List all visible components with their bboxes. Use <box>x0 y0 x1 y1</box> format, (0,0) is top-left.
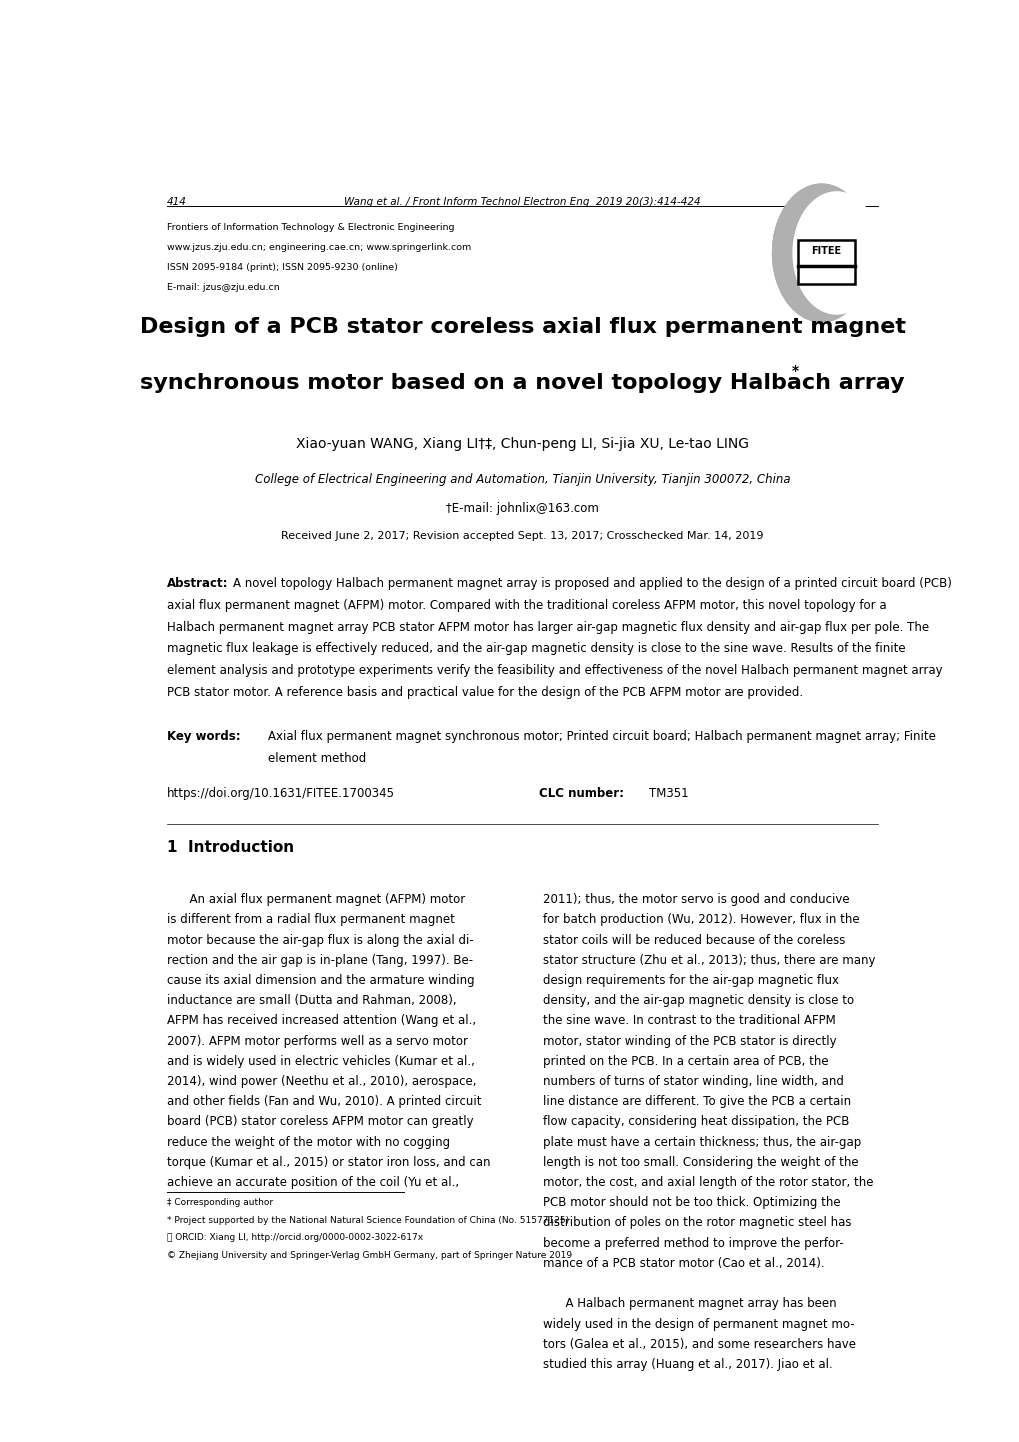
Text: studied this array (Huang et al., 2017). Jiao et al.: studied this array (Huang et al., 2017).… <box>542 1358 832 1371</box>
Text: E-mail: jzus@zju.edu.cn: E-mail: jzus@zju.edu.cn <box>167 283 279 291</box>
Text: element method: element method <box>268 751 366 764</box>
Text: Received June 2, 2017; Revision accepted Sept. 13, 2017; Crosschecked Mar. 14, 2: Received June 2, 2017; Revision accepted… <box>281 531 763 541</box>
Text: printed on the PCB. In a certain area of PCB, the: printed on the PCB. In a certain area of… <box>542 1056 827 1069</box>
FancyBboxPatch shape <box>797 239 854 284</box>
Text: magnetic flux leakage is effectively reduced, and the air-gap magnetic density i: magnetic flux leakage is effectively red… <box>167 643 905 656</box>
Text: density, and the air-gap magnetic density is close to: density, and the air-gap magnetic densit… <box>542 994 853 1007</box>
Text: length is not too small. Considering the weight of the: length is not too small. Considering the… <box>542 1156 857 1169</box>
Text: stator coils will be reduced because of the coreless: stator coils will be reduced because of … <box>542 933 844 946</box>
Circle shape <box>771 185 870 322</box>
Text: for batch production (Wu, 2012). However, flux in the: for batch production (Wu, 2012). However… <box>542 913 858 926</box>
Text: line distance are different. To give the PCB a certain: line distance are different. To give the… <box>542 1096 850 1109</box>
Text: * Project supported by the National Natural Science Foundation of China (No. 515: * Project supported by the National Natu… <box>167 1216 569 1224</box>
Text: element analysis and prototype experiments verify the feasibility and effectiven: element analysis and prototype experimen… <box>167 665 942 678</box>
Text: torque (Kumar et al., 2015) or stator iron loss, and can: torque (Kumar et al., 2015) or stator ir… <box>167 1156 490 1169</box>
Text: become a preferred method to improve the perfor-: become a preferred method to improve the… <box>542 1237 843 1250</box>
Text: PCB stator motor. A reference basis and practical value for the design of the PC: PCB stator motor. A reference basis and … <box>167 686 802 699</box>
Text: motor because the air-gap flux is along the axial di-: motor because the air-gap flux is along … <box>167 933 473 946</box>
Text: board (PCB) stator coreless AFPM motor can greatly: board (PCB) stator coreless AFPM motor c… <box>167 1116 473 1129</box>
Text: †E-mail: johnlix@163.com: †E-mail: johnlix@163.com <box>446 502 598 515</box>
Text: https://doi.org/10.1631/FITEE.1700345: https://doi.org/10.1631/FITEE.1700345 <box>167 786 394 799</box>
Text: ‡ Corresponding author: ‡ Corresponding author <box>167 1198 273 1207</box>
Text: Frontiers of Information Technology & Electronic Engineering: Frontiers of Information Technology & El… <box>167 224 454 232</box>
Text: Ⓒ ORCID: Xiang LI, http://orcid.org/0000-0002-3022-617x: Ⓒ ORCID: Xiang LI, http://orcid.org/0000… <box>167 1233 423 1243</box>
Text: Xiao-yuan WANG, Xiang LI†‡, Chun-peng LI, Si-jia XU, Le-tao LING: Xiao-yuan WANG, Xiang LI†‡, Chun-peng LI… <box>296 437 749 451</box>
Text: Key words:: Key words: <box>167 730 240 743</box>
Text: numbers of turns of stator winding, line width, and: numbers of turns of stator winding, line… <box>542 1076 843 1089</box>
Text: synchronous motor based on a novel topology Halbach array: synchronous motor based on a novel topol… <box>141 373 904 392</box>
Wedge shape <box>771 185 863 322</box>
Text: TM351: TM351 <box>649 786 688 799</box>
Text: cause its axial dimension and the armature winding: cause its axial dimension and the armatu… <box>167 973 474 986</box>
Text: College of Electrical Engineering and Automation, Tianjin University, Tianjin 30: College of Electrical Engineering and Au… <box>255 473 790 486</box>
Text: CLC number:: CLC number: <box>538 786 623 799</box>
Text: widely used in the design of permanent magnet mo-: widely used in the design of permanent m… <box>542 1318 853 1331</box>
Text: the sine wave. In contrast to the traditional AFPM: the sine wave. In contrast to the tradit… <box>542 1014 835 1027</box>
Text: rection and the air gap is in-plane (Tang, 1997). Be-: rection and the air gap is in-plane (Tan… <box>167 953 473 966</box>
Text: An axial flux permanent magnet (AFPM) motor: An axial flux permanent magnet (AFPM) mo… <box>167 893 465 906</box>
Text: FITEE: FITEE <box>810 245 841 255</box>
Text: stator structure (Zhu et al., 2013); thus, there are many: stator structure (Zhu et al., 2013); thu… <box>542 953 874 966</box>
Text: and is widely used in electric vehicles (Kumar et al.,: and is widely used in electric vehicles … <box>167 1056 475 1069</box>
Text: tors (Galea et al., 2015), and some researchers have: tors (Galea et al., 2015), and some rese… <box>542 1338 855 1351</box>
Text: 1  Introduction: 1 Introduction <box>167 839 293 855</box>
Text: Axial flux permanent magnet synchronous motor; Printed circuit board; Halbach pe: Axial flux permanent magnet synchronous … <box>268 730 935 743</box>
Text: *: * <box>791 363 798 378</box>
Text: mance of a PCB stator motor (Cao et al., 2014).: mance of a PCB stator motor (Cao et al.,… <box>542 1257 823 1270</box>
Text: 2007). AFPM motor performs well as a servo motor: 2007). AFPM motor performs well as a ser… <box>167 1034 468 1048</box>
Text: ISSN 2095-9184 (print); ISSN 2095-9230 (online): ISSN 2095-9184 (print); ISSN 2095-9230 (… <box>167 262 397 273</box>
Text: Abstract:: Abstract: <box>167 577 228 590</box>
Text: A novel topology Halbach permanent magnet array is proposed and applied to the d: A novel topology Halbach permanent magne… <box>233 577 952 590</box>
Text: motor, stator winding of the PCB stator is directly: motor, stator winding of the PCB stator … <box>542 1034 836 1048</box>
Text: A Halbach permanent magnet array has been: A Halbach permanent magnet array has bee… <box>542 1298 836 1311</box>
Text: PCB motor should not be too thick. Optimizing the: PCB motor should not be too thick. Optim… <box>542 1197 840 1210</box>
Text: Wang et al. / Front Inform Technol Electron Eng  2019 20(3):414-424: Wang et al. / Front Inform Technol Elect… <box>344 198 700 208</box>
Text: and other fields (Fan and Wu, 2010). A printed circuit: and other fields (Fan and Wu, 2010). A p… <box>167 1096 481 1109</box>
Text: design requirements for the air-gap magnetic flux: design requirements for the air-gap magn… <box>542 973 838 986</box>
Circle shape <box>793 192 879 314</box>
Text: is different from a radial flux permanent magnet: is different from a radial flux permanen… <box>167 913 454 926</box>
Text: reduce the weight of the motor with no cogging: reduce the weight of the motor with no c… <box>167 1136 449 1149</box>
Text: 414: 414 <box>167 198 186 208</box>
Text: achieve an accurate position of the coil (Yu et al.,: achieve an accurate position of the coil… <box>167 1177 459 1190</box>
Text: www.jzus.zju.edu.cn; engineering.cae.cn; www.springerlink.com: www.jzus.zju.edu.cn; engineering.cae.cn;… <box>167 244 471 252</box>
Text: axial flux permanent magnet (AFPM) motor. Compared with the traditional coreless: axial flux permanent magnet (AFPM) motor… <box>167 598 886 611</box>
Text: 2014), wind power (Neethu et al., 2010), aerospace,: 2014), wind power (Neethu et al., 2010),… <box>167 1076 476 1089</box>
Text: © Zhejiang University and Springer-Verlag GmbH Germany, part of Springer Nature : © Zhejiang University and Springer-Verla… <box>167 1252 572 1260</box>
Text: motor, the cost, and axial length of the rotor stator, the: motor, the cost, and axial length of the… <box>542 1177 872 1190</box>
Text: plate must have a certain thickness; thus, the air-gap: plate must have a certain thickness; thu… <box>542 1136 860 1149</box>
Text: AFPM has received increased attention (Wang et al.,: AFPM has received increased attention (W… <box>167 1014 476 1027</box>
Text: 2011); thus, the motor servo is good and conducive: 2011); thus, the motor servo is good and… <box>542 893 848 906</box>
Text: flow capacity, considering heat dissipation, the PCB: flow capacity, considering heat dissipat… <box>542 1116 848 1129</box>
Text: distribution of poles on the rotor magnetic steel has: distribution of poles on the rotor magne… <box>542 1217 850 1230</box>
Text: Design of a PCB stator coreless axial flux permanent magnet: Design of a PCB stator coreless axial fl… <box>140 317 905 337</box>
Text: Halbach permanent magnet array PCB stator AFPM motor has larger air-gap magnetic: Halbach permanent magnet array PCB stato… <box>167 620 928 633</box>
Text: inductance are small (Dutta and Rahman, 2008),: inductance are small (Dutta and Rahman, … <box>167 994 457 1007</box>
